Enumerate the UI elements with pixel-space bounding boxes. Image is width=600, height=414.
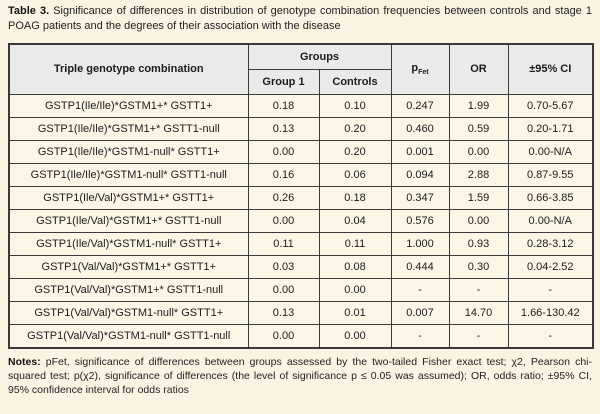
table-caption: Table 3. Significance of differences in … [8,4,592,35]
or-cell: 1.99 [448,93,509,118]
header-controls: Controls [318,68,392,95]
controls-cell: 0.00 [318,323,392,349]
header-ci: ±95% CI [507,43,594,95]
pfet-cell: 0.347 [390,185,450,210]
or-cell: 2.88 [448,162,509,187]
controls-cell: 0.20 [318,116,392,141]
pfet-cell: - [390,323,450,349]
header-groups: Groups [247,43,392,70]
pfet-cell: 0.460 [390,116,450,141]
genotype-cell: GSTP1(Ile/Val)*GSTM1-null* GSTT1+ [8,231,249,256]
group1-cell: 0.00 [247,208,320,233]
table-caption-text: Significance of differences in distribut… [8,5,592,33]
pfet-base: p [411,62,419,75]
genotype-cell: GSTP1(Val/Val)*GSTM1-null* GSTT1+ [8,300,249,325]
notes-text: pFet, significance of differences betwee… [8,355,592,396]
genotype-cell: GSTP1(Ile/Ile)*GSTM1+* GSTT1+ [8,93,249,118]
genotype-cell: GSTP1(Val/Val)*GSTM1+* GSTT1+ [8,254,249,279]
pfet-cell: 0.247 [390,93,450,118]
controls-cell: 0.10 [318,93,392,118]
table-body: GSTP1(Ile/Ile)*GSTM1+* GSTT1+ 0.18 0.10 … [8,93,594,349]
ci-cell: 0.00-N/A [507,208,594,233]
pfet-cell: 0.576 [390,208,450,233]
controls-cell: 0.08 [318,254,392,279]
header-row-1: Triple genotype combination Groups pFet … [8,43,594,95]
table-row: GSTP1(Ile/Ile)*GSTM1-null* GSTT1-null 0.… [8,162,594,187]
genotype-frequency-table: Triple genotype combination Groups pFet … [8,42,594,349]
or-cell: - [448,323,509,349]
pfet-cell: 1.000 [390,231,450,256]
group1-cell: 0.13 [247,300,320,325]
ci-cell: 0.00-N/A [507,139,594,164]
or-cell: 0.30 [448,254,509,279]
ci-cell: 0.70-5.67 [507,93,594,118]
group1-cell: 0.00 [247,277,320,302]
ci-cell: - [507,277,594,302]
ci-cell: 0.28-3.12 [507,231,594,256]
table-row: GSTP1(Val/Val)*GSTM1+* GSTT1-null 0.00 0… [8,277,594,302]
genotype-cell: GSTP1(Val/Val)*GSTM1+* GSTT1-null [8,277,249,302]
genotype-cell: GSTP1(Ile/Ile)*GSTM1-null* GSTT1+ [8,139,249,164]
genotype-cell: GSTP1(Val/Val)*GSTM1-null* GSTT1-null [8,323,249,349]
header-group1: Group 1 [247,68,320,95]
or-cell: 0.00 [448,208,509,233]
header-row-2: Group 1 Controls [9,68,593,95]
pfet-cell: 0.001 [390,139,450,164]
pfet-cell: 0.094 [390,162,450,187]
controls-cell: 0.04 [318,208,392,233]
controls-cell: 0.01 [318,300,392,325]
pfet-cell: 0.444 [390,254,450,279]
ci-cell: 0.87-9.55 [507,162,594,187]
genotype-cell: GSTP1(Ile/Val)*GSTM1+* GSTT1-null [8,208,249,233]
header-genotype: Triple genotype combination [8,43,249,95]
controls-cell: 0.06 [318,162,392,187]
ci-cell: 1.66-130.42 [507,300,594,325]
group1-cell: 0.18 [247,93,320,118]
pfet-cell: - [390,277,450,302]
ci-cell: 0.04-2.52 [507,254,594,279]
table-row: GSTP1(Val/Val)*GSTM1+* GSTT1+ 0.03 0.08 … [8,254,594,279]
group1-cell: 0.13 [247,116,320,141]
header-pfet: pFet [390,43,450,95]
table-row: GSTP1(Ile/Val)*GSTM1+* GSTT1+ 0.26 0.18 … [8,185,594,210]
group1-cell: 0.00 [247,323,320,349]
table-row: GSTP1(Ile/Ile)*GSTM1+* GSTT1+ 0.18 0.10 … [8,93,594,118]
table-row: GSTP1(Ile/Ile)*GSTM1+* GSTT1-null 0.13 0… [8,116,594,141]
group1-cell: 0.00 [247,139,320,164]
table-row: GSTP1(Val/Val)*GSTM1-null* GSTT1-null 0.… [8,323,594,349]
table-row: GSTP1(Ile/Val)*GSTM1-null* GSTT1+ 0.11 0… [8,231,594,256]
genotype-cell: GSTP1(Ile/Val)*GSTM1+* GSTT1+ [8,185,249,210]
pfet-subscript: Fet [418,69,429,77]
controls-cell: 0.00 [318,277,392,302]
ci-cell: 0.20-1.71 [507,116,594,141]
controls-cell: 0.20 [318,139,392,164]
group1-cell: 0.16 [247,162,320,187]
table-notes: Notes: pFet, significance of differences… [8,356,592,398]
ci-cell: 0.66-3.85 [507,185,594,210]
genotype-cell: GSTP1(Ile/Ile)*GSTM1-null* GSTT1-null [8,162,249,187]
group1-cell: 0.11 [247,231,320,256]
or-cell: 0.59 [448,116,509,141]
or-cell: 1.59 [448,185,509,210]
table-caption-label: Table 3. [8,5,50,17]
or-cell: 0.93 [448,231,509,256]
or-cell: 0.00 [448,139,509,164]
controls-cell: 0.11 [318,231,392,256]
table-row: GSTP1(Ile/Val)*GSTM1+* GSTT1-null 0.00 0… [8,208,594,233]
table-header: Triple genotype combination Groups pFet … [8,43,594,95]
group1-cell: 0.26 [247,185,320,210]
or-cell: - [448,277,509,302]
group1-cell: 0.03 [247,254,320,279]
table-row: GSTP1(Ile/Ile)*GSTM1-null* GSTT1+ 0.00 0… [8,139,594,164]
pfet-cell: 0.007 [390,300,450,325]
notes-label: Notes: [8,355,41,368]
genotype-cell: GSTP1(Ile/Ile)*GSTM1+* GSTT1-null [8,116,249,141]
controls-cell: 0.18 [318,185,392,210]
ci-cell: - [507,323,594,349]
or-cell: 14.70 [448,300,509,325]
table-row: GSTP1(Val/Val)*GSTM1-null* GSTT1+ 0.13 0… [8,300,594,325]
header-or: OR [448,43,509,95]
